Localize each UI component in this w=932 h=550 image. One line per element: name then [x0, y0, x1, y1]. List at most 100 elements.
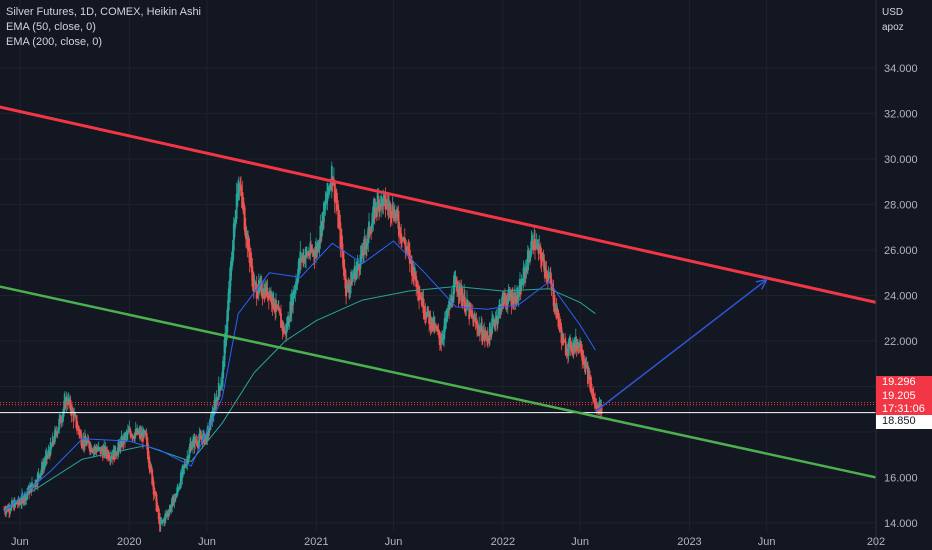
candle-body: [110, 457, 113, 459]
candle-body: [74, 415, 77, 417]
candle-body: [243, 205, 246, 230]
candle-body: [78, 428, 81, 436]
candle-body: [189, 442, 192, 449]
candle-body: [178, 486, 181, 490]
candle-body: [462, 301, 465, 302]
candle-body: [14, 503, 17, 504]
candle-body: [280, 320, 283, 324]
candle-body: [538, 244, 541, 250]
candle-body: [532, 244, 535, 251]
ema50-legend[interactable]: EMA (50, close, 0): [6, 21, 96, 33]
candle-body: [162, 519, 165, 521]
candle-body: [226, 309, 229, 333]
candle-body: [318, 244, 320, 249]
candle-body: [159, 517, 161, 532]
candle-body: [577, 342, 580, 349]
y-tick-label: 26.000: [884, 245, 918, 257]
candle-body: [419, 296, 422, 300]
candle-body: [297, 268, 300, 282]
candle-body: [515, 300, 518, 306]
candle-body: [174, 497, 177, 499]
x-tick-label: 202: [867, 536, 885, 548]
support-trendline[interactable]: [0, 284, 877, 479]
candle-body: [20, 503, 23, 505]
projection-arrow[interactable]: [594, 279, 768, 413]
candle-body: [253, 283, 256, 285]
candle-body: [590, 384, 593, 394]
x-tick-label: 2023: [677, 536, 701, 548]
y-tick-label: 32.000: [884, 109, 918, 121]
candle-body: [588, 374, 591, 377]
candle-body: [505, 299, 508, 306]
x-tick-label: Jun: [571, 536, 589, 548]
candle-body: [23, 500, 26, 502]
candle-body: [69, 399, 71, 402]
candle-body: [155, 494, 158, 512]
candle-body: [492, 319, 495, 324]
candle-body: [81, 443, 84, 448]
candle-body: [323, 205, 326, 213]
y-tick-label: 14.000: [884, 518, 918, 530]
candle-body: [282, 324, 285, 327]
x-tick-label: 2021: [304, 536, 328, 548]
candle-body: [63, 400, 66, 413]
candle-body: [72, 411, 75, 422]
candle-body: [292, 291, 295, 305]
candle-body: [99, 447, 102, 454]
candle-body: [333, 180, 336, 202]
candle-body: [560, 327, 563, 344]
currency-label[interactable]: USD apoz: [882, 5, 904, 35]
candle-body: [247, 238, 250, 252]
y-tick-label: 28.000: [884, 200, 918, 212]
candle-body: [300, 258, 302, 260]
candle-body: [530, 240, 533, 255]
candle-body: [297, 258, 300, 276]
candle-body: [391, 214, 393, 217]
candle-body: [567, 341, 570, 354]
candle-body: [559, 322, 562, 332]
candle-body: [126, 434, 129, 435]
ema50-line[interactable]: [3, 240, 596, 512]
candle-body: [250, 257, 252, 262]
candle-body: [370, 231, 373, 233]
candle-body: [87, 440, 90, 443]
candle-body: [411, 260, 413, 276]
resistance-trendline[interactable]: [0, 105, 877, 304]
candle-body: [446, 315, 448, 317]
candle-body: [554, 303, 556, 313]
candle-body: [141, 433, 144, 442]
candle-body: [92, 448, 95, 452]
candle-body: [295, 281, 297, 291]
price-axis[interactable]: [876, 0, 932, 550]
candle-body: [46, 454, 49, 457]
time-axis[interactable]: [0, 532, 932, 550]
ema200-legend[interactable]: EMA (200, close, 0): [6, 36, 102, 48]
candle-body: [388, 204, 390, 208]
candle-body: [235, 214, 237, 224]
candle-body: [182, 466, 185, 470]
candle-body: [305, 248, 307, 259]
bar-countdown: 17:31:06: [882, 403, 925, 415]
candle-body: [8, 508, 10, 513]
candle-body: [536, 243, 539, 245]
candle-body: [177, 489, 180, 490]
candle-body: [534, 240, 536, 251]
candle-body: [504, 297, 506, 300]
candle-body: [453, 279, 456, 287]
candle-body: [506, 298, 509, 305]
candle-body: [21, 494, 23, 504]
candle-body: [328, 188, 331, 190]
candle-body: [257, 294, 259, 296]
candle-body: [53, 441, 56, 443]
candle-body: [301, 253, 304, 258]
symbol-title[interactable]: Silver Futures, 1D, COMEX, Heikin Ashi: [6, 6, 202, 18]
candle-body: [570, 345, 573, 352]
candle-body: [61, 420, 63, 422]
y-tick-label: 30.000: [884, 154, 918, 166]
candle-body: [229, 267, 232, 294]
candle-body: [212, 413, 215, 416]
candle-body: [600, 404, 603, 414]
candle-body: [137, 432, 140, 434]
